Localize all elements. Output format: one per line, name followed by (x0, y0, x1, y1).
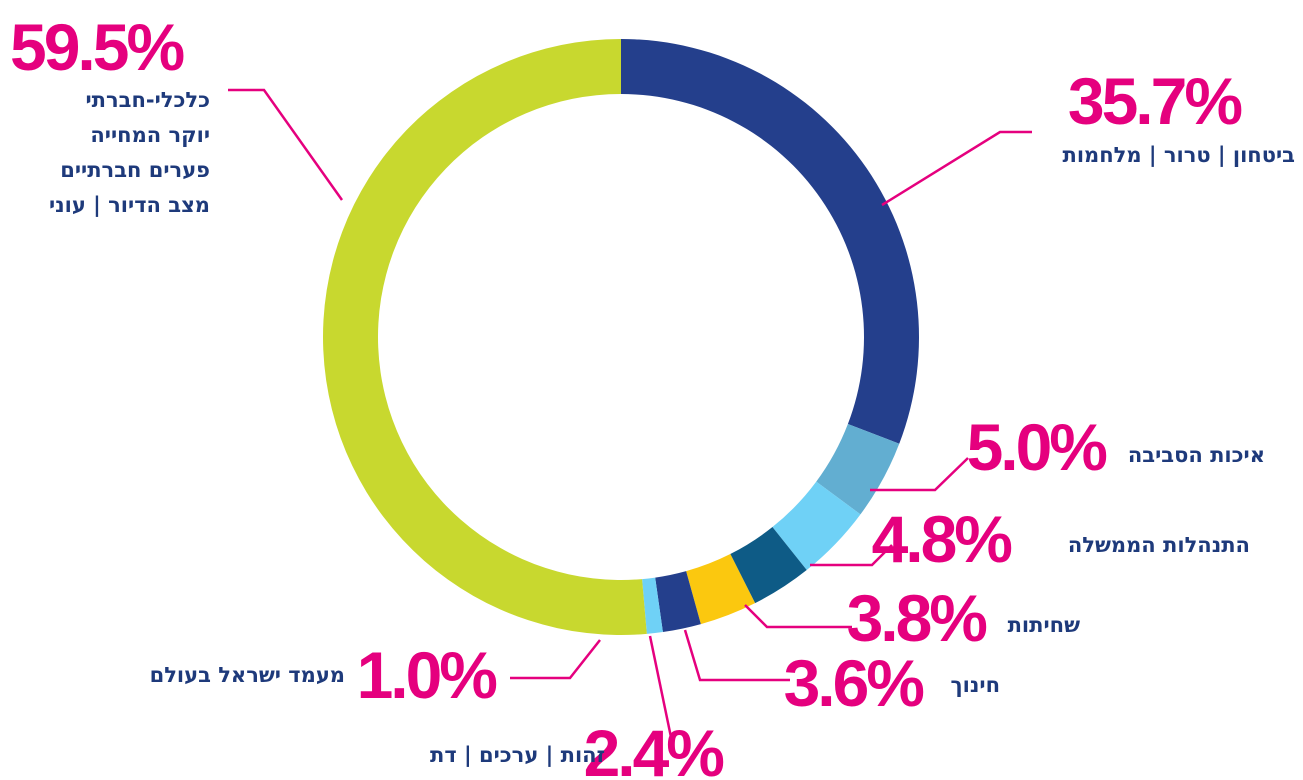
category-label: מעמד ישראל בעולם (150, 663, 345, 687)
category-label: ביטחון | טרור | מלחמות (1062, 143, 1295, 168)
value-label: 3.8% (847, 581, 987, 655)
value-label: 35.7% (1068, 64, 1241, 138)
value-label: 2.4% (584, 716, 724, 780)
donut-slice (730, 527, 807, 604)
leader-line (810, 544, 893, 567)
value-label: 4.8% (872, 502, 1012, 576)
value-label: 59.5% (10, 10, 183, 84)
donut-slice (642, 577, 663, 634)
donut-slice (322, 39, 647, 635)
value-label: 3.6% (784, 646, 924, 720)
category-label: מצב הדיור | עוני (49, 193, 210, 218)
category-label: התנהלות הממשלה (1068, 533, 1250, 557)
donut-slice (816, 424, 900, 515)
value-label: 1.0% (357, 638, 497, 712)
leader-line (870, 457, 969, 492)
leader-line (744, 604, 852, 629)
leader-line (648, 635, 674, 743)
category-label: כלכלי-חברתי (85, 88, 210, 112)
category-label: חינוך (951, 673, 1000, 697)
donut-slice (655, 571, 701, 633)
leader-line (510, 639, 601, 680)
leader-line (228, 88, 344, 201)
category-label: שחיתות (1008, 613, 1081, 637)
value-label: 5.0% (967, 410, 1107, 484)
category-label: איכות הסביבה (1128, 443, 1265, 467)
leader-line (881, 130, 1032, 207)
category-label: יוקר המחייה (90, 123, 210, 147)
donut-slice (686, 554, 756, 625)
donut-slice (621, 39, 919, 444)
leader-line (683, 629, 790, 682)
category-label: פערים חברתיים (60, 158, 210, 182)
donut-slice (772, 481, 861, 571)
category-label: זהות | ערכים | דת (430, 743, 605, 768)
